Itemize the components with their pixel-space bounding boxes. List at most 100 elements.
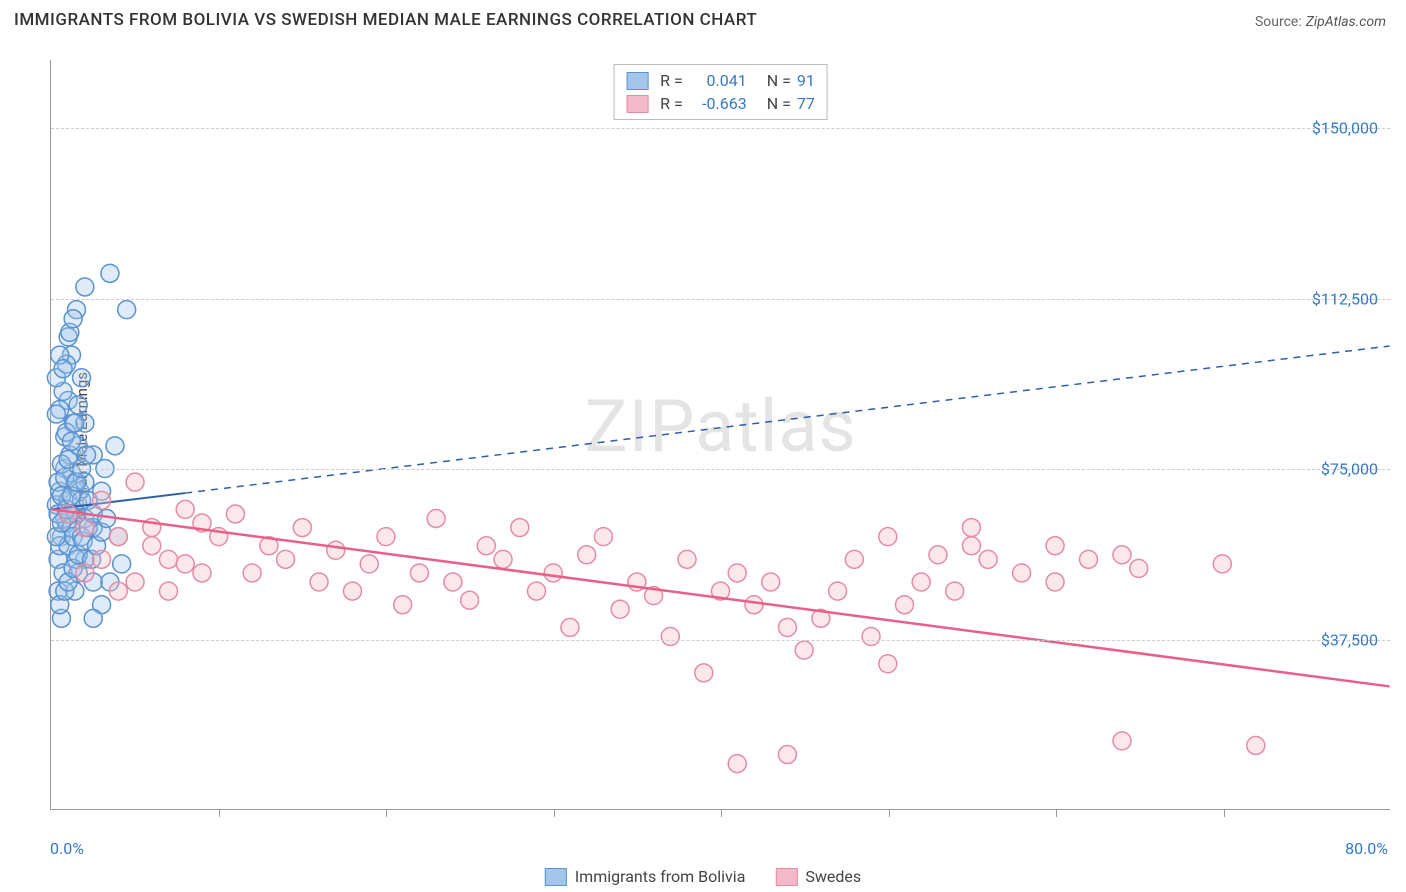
scatter-point xyxy=(394,596,412,614)
scatter-point xyxy=(193,564,211,582)
scatter-point xyxy=(444,573,462,591)
x-tick xyxy=(721,809,722,817)
scatter-point xyxy=(101,264,119,282)
scatter-point xyxy=(912,573,930,591)
scatter-point xyxy=(377,528,395,546)
legend-n-value-1: 91 xyxy=(797,71,815,90)
scatter-point xyxy=(678,550,696,568)
scatter-point xyxy=(1113,732,1131,750)
legend-row-series-1: R = 0.041 N = 91 xyxy=(626,69,815,92)
legend-label-swedes: Swedes xyxy=(805,867,861,886)
scatter-point xyxy=(962,519,980,537)
scatter-point xyxy=(277,550,295,568)
legend-r-label: R = xyxy=(660,71,683,90)
scatter-point xyxy=(929,546,947,564)
scatter-point xyxy=(896,596,914,614)
scatter-point xyxy=(561,618,579,636)
scatter-point xyxy=(962,537,980,555)
legend-n-value-2: 77 xyxy=(797,94,815,113)
x-tick xyxy=(889,809,890,817)
scatter-point xyxy=(327,541,345,559)
scatter-point xyxy=(946,582,964,600)
legend-n-label: N = xyxy=(767,94,791,113)
legend-swatch-bolivia-2 xyxy=(545,868,567,886)
scatter-point xyxy=(93,550,111,568)
scatter-point xyxy=(1247,736,1265,754)
scatter-point xyxy=(59,505,77,523)
trend-line-dashed xyxy=(185,346,1389,493)
legend-r-value-1: 0.041 xyxy=(689,71,747,90)
scatter-point xyxy=(611,600,629,618)
scatter-point xyxy=(84,609,102,627)
scatter-point xyxy=(293,519,311,537)
legend-r-value-2: -0.663 xyxy=(689,94,747,113)
scatter-point xyxy=(66,414,84,432)
scatter-point xyxy=(106,437,124,455)
y-tick-label: $75,000 xyxy=(1321,460,1378,479)
x-tick xyxy=(219,809,220,817)
scatter-point xyxy=(578,546,596,564)
x-tick xyxy=(554,809,555,817)
scatter-point xyxy=(762,573,780,591)
scatter-point xyxy=(126,573,144,591)
correlation-legend: R = 0.041 N = 91 R = -0.663 N = 77 xyxy=(613,64,828,120)
legend-label-bolivia: Immigrants from Bolivia xyxy=(575,867,746,886)
x-axis-end-label: 80.0% xyxy=(1345,839,1388,858)
scatter-point xyxy=(78,446,96,464)
scatter-point xyxy=(661,628,679,646)
scatter-point xyxy=(1080,550,1098,568)
scatter-point xyxy=(845,550,863,568)
scatter-point xyxy=(511,519,529,537)
scatter-point xyxy=(93,491,111,509)
scatter-svg xyxy=(51,60,1390,809)
scatter-point xyxy=(310,573,328,591)
scatter-point xyxy=(76,564,94,582)
source-attribution: Source: ZipAtlas.com xyxy=(1255,11,1386,30)
scatter-point xyxy=(226,505,244,523)
gridline xyxy=(51,128,1390,129)
scatter-point xyxy=(410,564,428,582)
scatter-point xyxy=(879,655,897,673)
scatter-point xyxy=(728,755,746,773)
scatter-point xyxy=(979,550,997,568)
scatter-point xyxy=(695,664,713,682)
scatter-point xyxy=(69,396,87,414)
scatter-point xyxy=(1013,564,1031,582)
gridline xyxy=(51,640,1390,641)
x-tick xyxy=(386,809,387,817)
scatter-point xyxy=(176,500,194,518)
scatter-point xyxy=(243,564,261,582)
gridline xyxy=(51,469,1390,470)
legend-swatch-swedes xyxy=(626,95,648,113)
scatter-point xyxy=(544,564,562,582)
scatter-point xyxy=(778,746,796,764)
scatter-point xyxy=(109,582,127,600)
scatter-point xyxy=(344,582,362,600)
scatter-point xyxy=(159,582,177,600)
scatter-point xyxy=(159,550,177,568)
scatter-point xyxy=(76,278,94,296)
legend-item-bolivia: Immigrants from Bolivia xyxy=(545,867,746,886)
scatter-point xyxy=(795,641,813,659)
legend-r-label: R = xyxy=(660,94,683,113)
scatter-point xyxy=(728,564,746,582)
x-tick xyxy=(1056,809,1057,817)
scatter-point xyxy=(113,555,131,573)
scatter-point xyxy=(109,528,127,546)
scatter-point xyxy=(778,618,796,636)
scatter-point xyxy=(126,473,144,491)
scatter-point xyxy=(1046,573,1064,591)
chart-title: IMMIGRANTS FROM BOLIVIA VS SWEDISH MEDIA… xyxy=(14,10,757,30)
legend-swatch-bolivia xyxy=(626,72,648,90)
source-value: ZipAtlas.com xyxy=(1306,14,1386,30)
scatter-point xyxy=(47,405,65,423)
scatter-point xyxy=(461,591,479,609)
scatter-point xyxy=(427,509,445,527)
scatter-point xyxy=(862,628,880,646)
scatter-point xyxy=(76,519,94,537)
scatter-point xyxy=(143,537,161,555)
y-tick-label: $150,000 xyxy=(1312,119,1378,138)
x-tick xyxy=(1224,809,1225,817)
legend-row-series-2: R = -0.663 N = 77 xyxy=(626,92,815,115)
scatter-point xyxy=(1130,559,1148,577)
